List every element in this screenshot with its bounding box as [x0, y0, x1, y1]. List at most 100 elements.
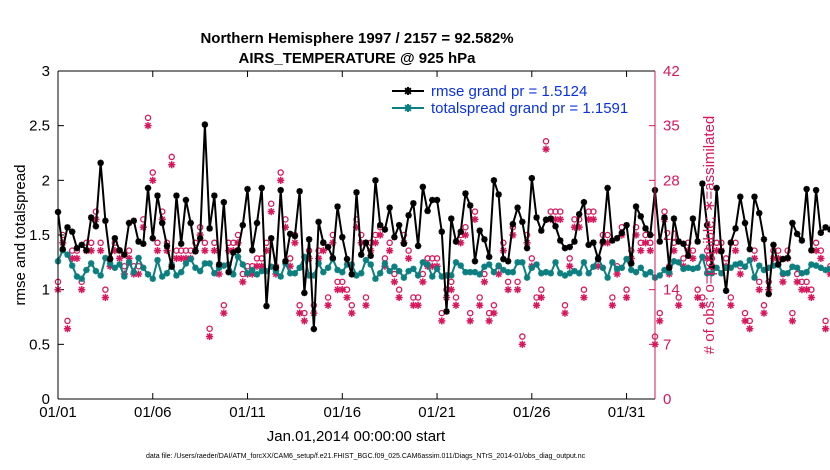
obs-assimilated-point-d2	[268, 208, 275, 215]
totalspread-point	[253, 271, 261, 278]
obs-assimilated-point-d2	[220, 309, 227, 317]
totalspread-point-d2	[779, 270, 786, 277]
rmse-point	[282, 258, 289, 265]
rmse-point	[244, 185, 251, 193]
obs-assimilated-point-d2	[391, 278, 398, 285]
obs-possible-point	[528, 255, 536, 262]
rmse-point	[789, 219, 796, 227]
obs-assimilated-point	[698, 301, 706, 309]
totalspread-point-d2	[78, 275, 85, 282]
totalspread-point-d2	[476, 271, 483, 278]
x-tick-label: 01/21	[418, 404, 456, 421]
rmse-point	[684, 252, 692, 259]
totalspread-point-d2	[253, 271, 261, 278]
totalspread-point	[803, 268, 810, 276]
obs-assimilated-point-d2	[561, 309, 569, 317]
totalspread-point-d2	[149, 275, 156, 282]
rmse-point-d2	[438, 228, 445, 235]
totalspread-point	[613, 265, 621, 273]
obs-assimilated-point	[755, 286, 763, 294]
rmse-point	[69, 228, 76, 235]
rmse-point-d2	[334, 203, 341, 210]
obs-assimilated-point	[821, 325, 830, 333]
totalspread-point-d2	[817, 264, 824, 271]
y-tick-label: 2	[42, 172, 50, 189]
obs-possible-point	[471, 208, 479, 215]
rmse-point	[561, 244, 569, 252]
plot-area	[58, 71, 655, 399]
totalspread-point	[523, 274, 531, 281]
totalspread-point	[192, 264, 199, 271]
obs-assimilated-point	[390, 278, 399, 286]
rmse-point-d2	[64, 224, 71, 231]
totalspread-point-d2	[524, 274, 531, 281]
totalspread-point-d2	[680, 265, 687, 272]
rmse-point-d2	[495, 191, 502, 198]
rmse-point	[533, 214, 540, 221]
totalspread-point	[457, 262, 464, 269]
obs-assimilated-point-d2	[789, 317, 796, 325]
obs-assimilated-point-d2	[566, 263, 573, 270]
rmse-point-d2	[713, 184, 720, 191]
totalspread-point	[414, 272, 422, 279]
obs-assimilated-point	[788, 317, 797, 325]
obs-assimilated-point-d2	[97, 247, 104, 254]
obs-assimilated-point	[779, 278, 787, 286]
totalspread-point	[367, 261, 374, 268]
totalspread-point	[694, 264, 701, 271]
totalspread-point	[116, 261, 123, 268]
totalspread-point-d2	[277, 273, 284, 280]
rmse-point-d2	[130, 217, 137, 224]
rmse-point	[296, 188, 303, 195]
rmse-point-d2	[737, 193, 744, 200]
rmse-point-d2	[216, 261, 223, 268]
totalspread-point-d2	[500, 266, 507, 273]
totalspread-point	[154, 256, 161, 264]
rmse-point-d2	[197, 235, 204, 242]
rmse-point-d2	[329, 254, 336, 261]
obs-assimilated-point	[168, 161, 176, 169]
totalspread-point-d2	[675, 259, 682, 266]
obs-possible-point	[405, 247, 412, 254]
totalspread-point-d2	[116, 261, 123, 268]
totalspread-point	[362, 256, 370, 264]
legend-star-rmse	[404, 87, 412, 95]
totalspread-point-d2	[135, 254, 142, 261]
rmse-point	[571, 238, 578, 245]
rmse-point	[258, 184, 265, 192]
totalspread-point	[69, 262, 76, 269]
y-tick-label: 3	[42, 63, 50, 80]
rmse-point	[632, 203, 640, 210]
rmse-point	[116, 247, 123, 254]
rmse-point-d2	[178, 240, 185, 247]
obs-assimilated-point	[73, 254, 81, 263]
rmse-point-d2	[358, 251, 365, 258]
obs-assimilated-point	[532, 301, 541, 309]
y-tick-label: 0	[42, 391, 50, 408]
totalspread-point-d2	[173, 272, 180, 279]
totalspread-point	[92, 267, 100, 275]
rmse-point	[249, 247, 256, 254]
rmse-point-d2	[386, 204, 393, 211]
rmse-point-d2	[424, 207, 431, 214]
rmse-point-d2	[765, 291, 772, 298]
rmse-point-d2	[415, 242, 422, 249]
obs-possible-point	[760, 302, 768, 309]
rmse-point	[140, 240, 147, 247]
rmse-point	[315, 218, 322, 226]
rmse-point	[220, 199, 228, 206]
totalspread-point-d2	[490, 269, 497, 276]
obs-assimilated-point	[556, 215, 564, 223]
totalspread-point	[604, 274, 611, 281]
rmse-point	[552, 223, 559, 230]
totalspread-point	[609, 259, 616, 266]
rmse-point	[438, 228, 445, 235]
rmse-point-d2	[500, 256, 507, 263]
totalspread-point-d2	[419, 259, 426, 266]
totalspread-point	[637, 264, 644, 271]
totalspread-point-d2	[495, 262, 502, 269]
totalspread-point-d2	[633, 269, 640, 276]
totalspread-point	[789, 263, 796, 270]
totalspread-point	[827, 265, 830, 273]
rmse-point-d2	[699, 180, 706, 187]
